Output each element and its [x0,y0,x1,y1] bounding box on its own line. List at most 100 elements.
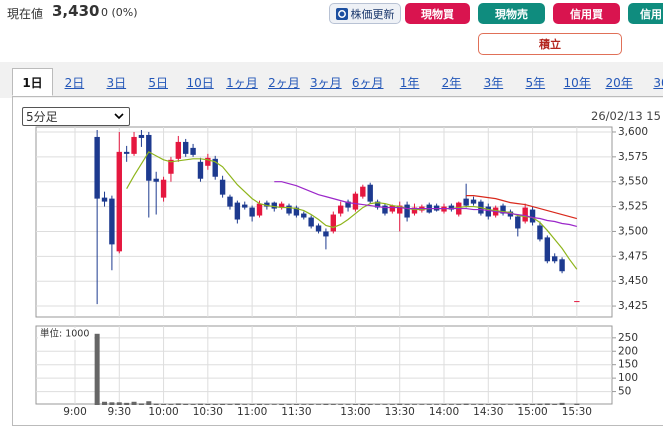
volume-bar [309,404,314,405]
volume-bar [183,404,188,405]
candle-body [338,206,343,214]
period-tab[interactable]: 30 [641,68,663,97]
candle-body [257,204,262,216]
y-tick-label: 3,575 [618,151,648,163]
volume-bar [397,404,402,405]
period-tab[interactable]: 2ヶ月 [263,68,304,97]
period-tab[interactable]: 20年 [599,68,640,97]
volume-bar [168,404,173,405]
volume-bar [176,403,181,405]
volume-bar [264,404,269,405]
margin-sell-button[interactable]: 信用 [628,3,663,24]
candle-body [471,200,476,204]
volume-bar [471,404,476,405]
volume-bar [161,404,166,405]
volume-bar [537,404,542,405]
interval-text: 5分足 [26,108,58,125]
volume-bar [287,404,292,405]
select-arrow [114,113,124,120]
candle-body [153,179,158,182]
volume-bar [109,402,114,405]
volume-bar [552,404,557,405]
volume-bar [272,404,277,405]
period-tab[interactable]: 10日 [180,68,221,97]
volume-bar [442,404,447,405]
x-tick-label: 15:00 [517,406,547,418]
period-tab[interactable]: 3日 [96,68,137,97]
period-tab[interactable]: 1日 [12,68,53,96]
volume-bar [382,404,387,405]
volume-bar [560,403,565,405]
candle-body [301,214,306,218]
period-tab[interactable]: 10年 [557,68,598,97]
period-tab[interactable]: 5年 [515,68,556,97]
period-tab[interactable]: 5日 [138,68,179,97]
volume-bar [132,402,137,405]
y-tick-label: 100 [618,372,638,384]
margin-buy-button[interactable]: 信用買 [553,3,620,24]
candle-body [176,142,181,159]
volume-bar [198,404,203,405]
savings-button[interactable]: 積立 [478,33,622,55]
refresh-text: 株価更新 [351,6,395,22]
volume-bar [154,404,159,405]
volume-bar [301,404,306,405]
period-tab[interactable]: 2日 [54,68,95,97]
volume-unit-label: 単位: 1000 [40,328,89,340]
x-tick-label: 13:30 [385,406,415,418]
volume-bar [419,404,424,405]
cash-sell-button[interactable]: 現物売 [478,3,545,24]
current-price: 3,430 [52,2,99,20]
candle-body [530,210,535,223]
volume-bar [405,404,410,405]
refresh-button[interactable]: 株価更新 [329,3,401,24]
x-tick-label: 9:30 [107,406,131,418]
candle-body [545,237,550,261]
candle-body [235,203,240,220]
period-tab[interactable]: 3年 [473,68,514,97]
candle-body [308,218,313,227]
volume-bar [213,404,218,405]
volume-bar [412,404,417,405]
volume-bar [102,402,107,405]
cash-buy-button[interactable]: 現物買 [405,3,470,24]
candle-body [360,187,365,197]
candle-body [390,206,395,212]
volume-bar [368,404,373,405]
x-tick-label: 10:30 [193,406,223,418]
volume-bar [574,404,579,405]
y-tick-label: 3,475 [618,250,648,262]
volume-bar [390,404,395,405]
volume-bar [242,404,247,405]
volume-bar [220,404,225,405]
candle-body [124,152,129,154]
period-tab[interactable]: 6ヶ月 [347,68,388,97]
x-tick-label: 15:30 [562,406,592,418]
volume-bar [146,401,151,405]
interval-select[interactable]: 5分足 [22,107,130,126]
volume-bar [331,404,336,405]
period-tab[interactable]: 2年 [431,68,472,97]
candle-body [249,208,254,217]
candle-body [463,199,468,206]
candle-body [522,208,527,222]
x-tick-label: 10:00 [148,406,178,418]
volume-bar [346,404,351,405]
candle-body [146,135,151,181]
x-tick-label: 11:00 [237,406,267,418]
volume-bar [449,404,454,405]
x-tick-label: 14:30 [473,406,503,418]
period-tab[interactable]: 1年 [389,68,430,97]
volume-bar [191,404,196,405]
period-tab[interactable]: 3ヶ月 [305,68,346,97]
candle-body [286,206,291,214]
candle-body [198,162,203,179]
y-tick-label: 3,500 [618,225,648,237]
volume-bar [257,404,262,405]
period-tab[interactable]: 1ヶ月 [222,68,263,97]
x-tick-label: 11:30 [281,406,311,418]
volume-bar [501,404,506,405]
y-tick-label: 250 [618,332,638,344]
